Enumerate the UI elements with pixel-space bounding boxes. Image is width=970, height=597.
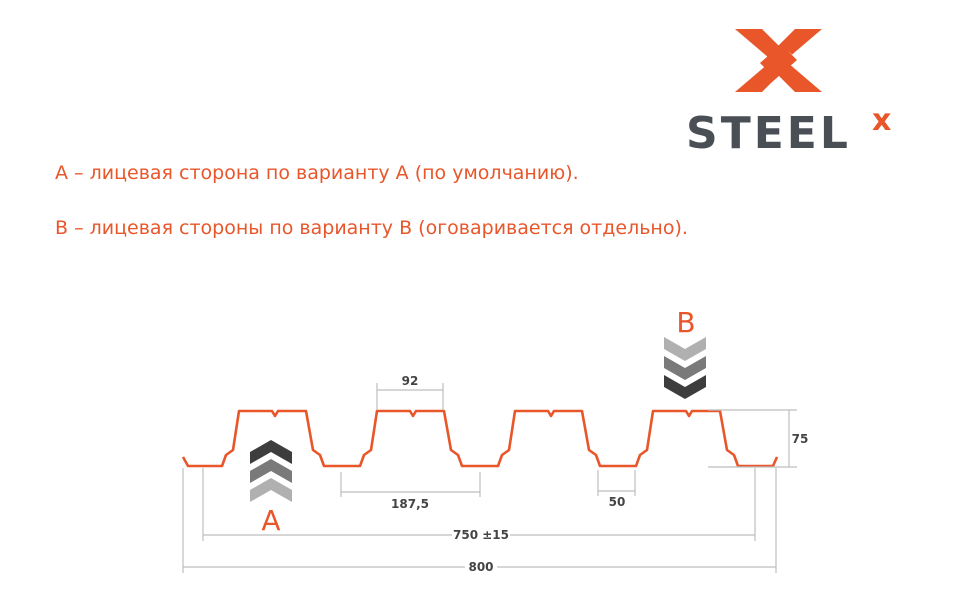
svg-text:800: 800 bbox=[468, 560, 493, 574]
dimension-pitch: 187,5 bbox=[340, 472, 481, 511]
note-side-b: В – лицевая стороны по варианту В (огова… bbox=[55, 217, 688, 239]
dimension-top-width: 92 bbox=[376, 374, 444, 410]
logo-x-mark bbox=[735, 29, 822, 92]
side-b-chevrons bbox=[664, 337, 706, 399]
side-a-label: A bbox=[261, 504, 280, 537]
svg-text:92: 92 bbox=[402, 374, 419, 388]
dimension-bottom-width: 50 bbox=[597, 470, 636, 509]
steelx-logo: STEEL x bbox=[686, 29, 891, 159]
note-side-a: А – лицевая сторона по варианту А (по ум… bbox=[55, 162, 579, 184]
logo-superscript: x bbox=[872, 103, 891, 138]
svg-text:187,5: 187,5 bbox=[391, 497, 429, 511]
svg-text:75: 75 bbox=[792, 432, 809, 446]
svg-text:50: 50 bbox=[609, 495, 626, 509]
side-b-label: B bbox=[676, 306, 695, 339]
dimension-total-width: 800 bbox=[182, 468, 777, 575]
dimension-height: 75 bbox=[708, 409, 809, 468]
logo-text: STEEL bbox=[686, 108, 851, 159]
svg-text:750 ±15: 750 ±15 bbox=[453, 528, 509, 542]
dimension-useful-width: 750 ±15 bbox=[202, 468, 756, 543]
side-a-chevrons bbox=[250, 440, 292, 502]
profile-line bbox=[181, 409, 779, 468]
